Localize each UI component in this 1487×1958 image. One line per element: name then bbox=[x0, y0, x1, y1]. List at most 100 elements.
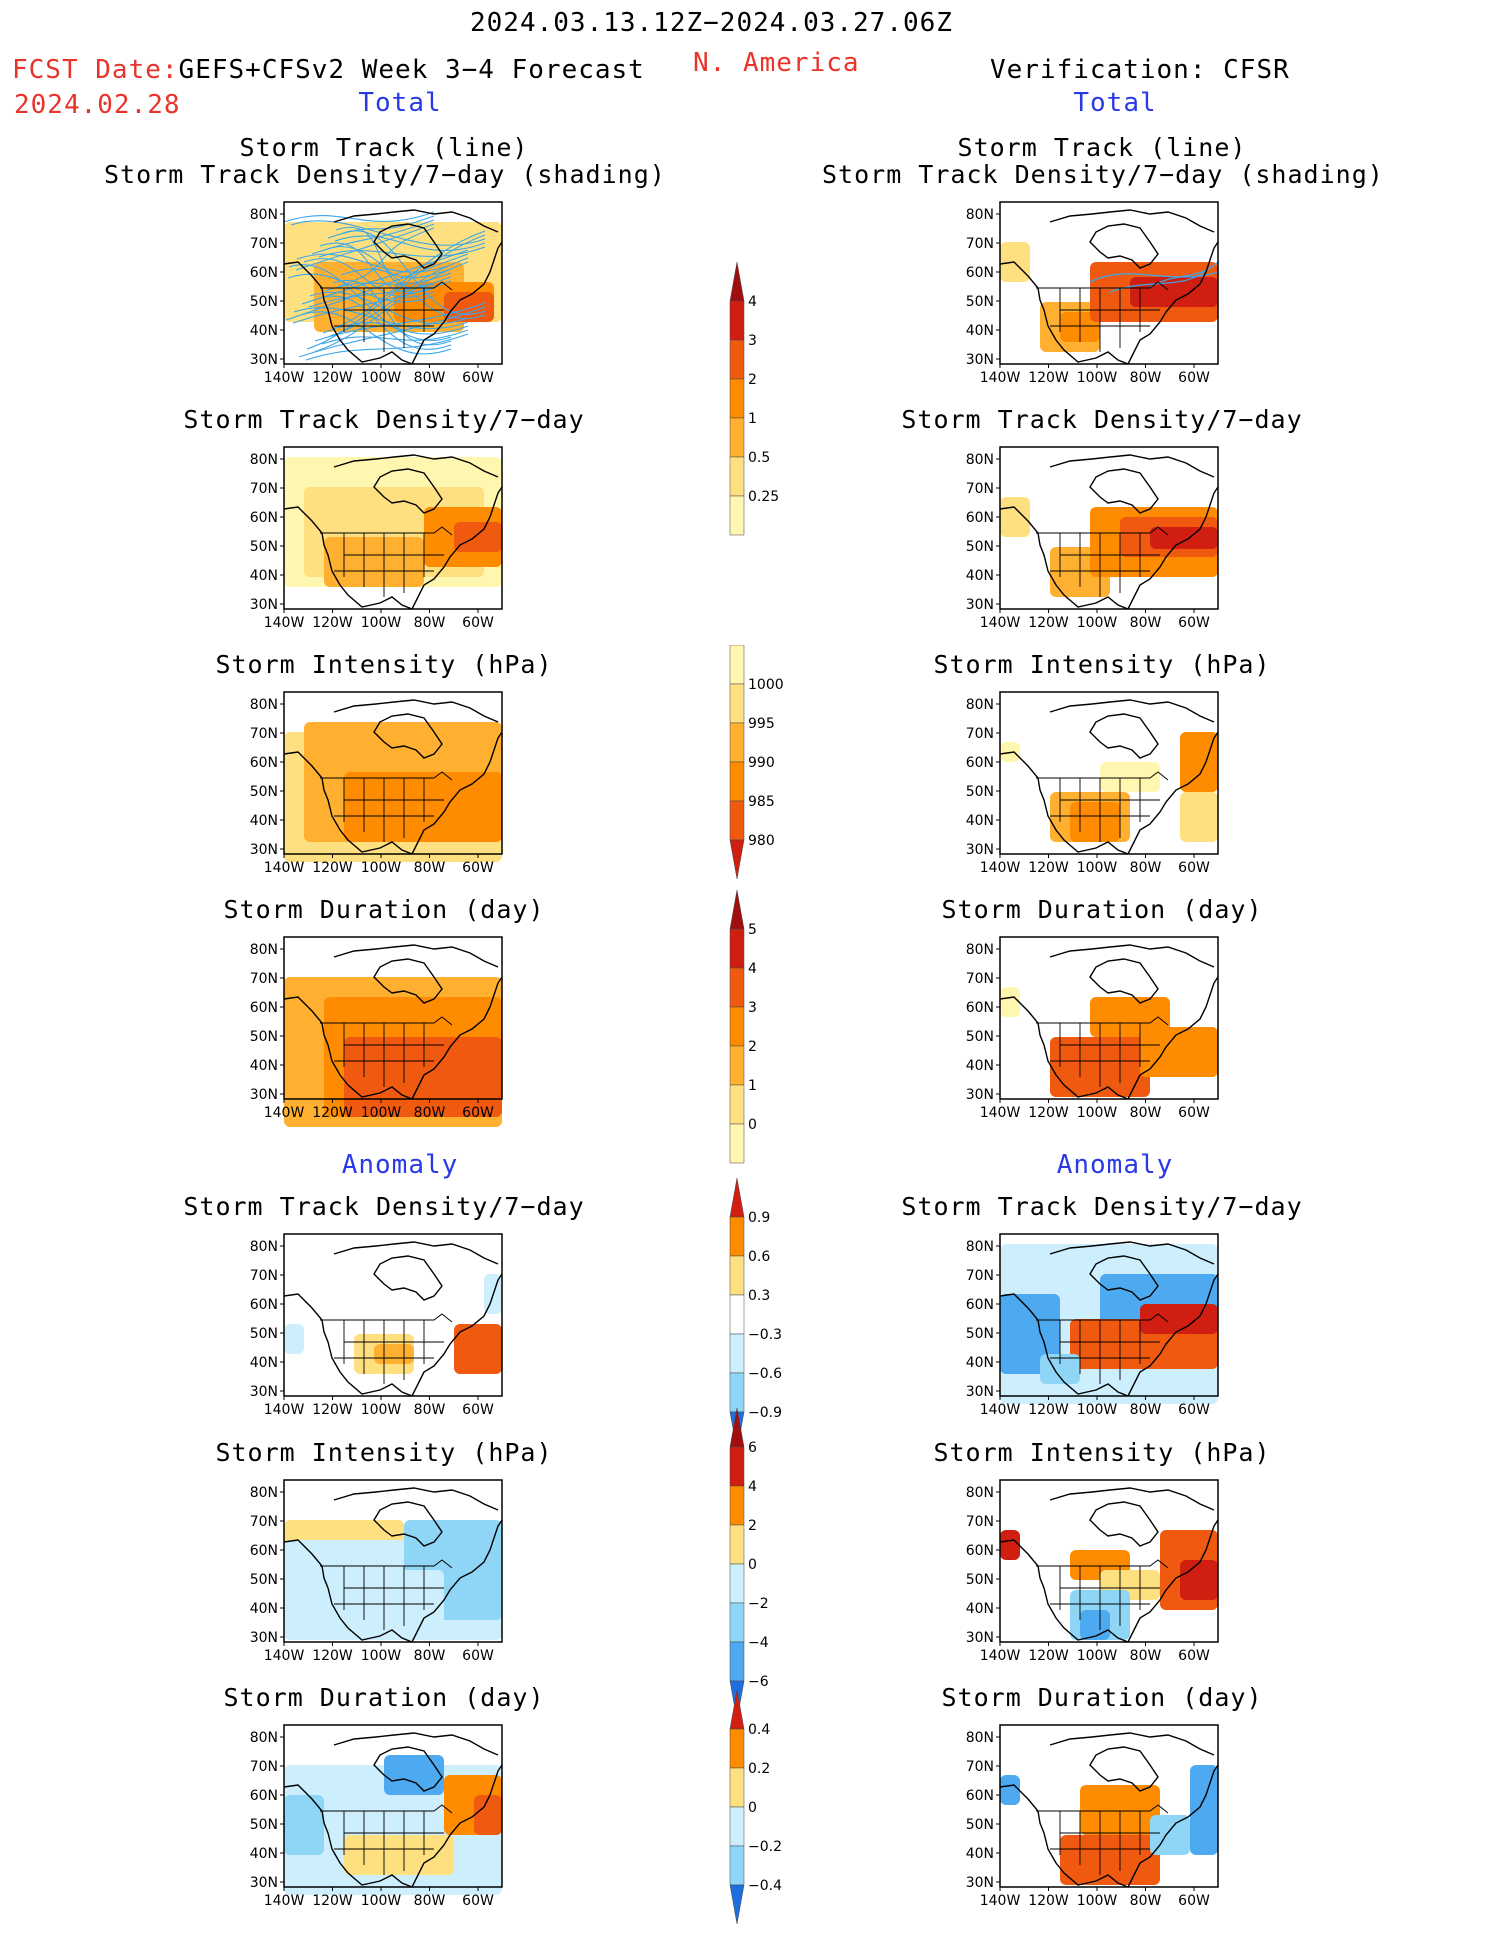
lon-tick-label: 60W bbox=[462, 1893, 494, 1909]
colorbar-label: −0.9 bbox=[748, 1405, 782, 1421]
storm-track bbox=[308, 276, 452, 308]
coastline bbox=[999, 1732, 1219, 1888]
colorbar-segment bbox=[729, 1216, 745, 1257]
shading-cell bbox=[1150, 527, 1218, 549]
storm-track bbox=[316, 295, 452, 350]
shading-cell bbox=[444, 292, 494, 322]
map-frame bbox=[283, 1233, 503, 1397]
lat-tick-label: 60N bbox=[966, 755, 994, 771]
map-frame bbox=[999, 1233, 1219, 1397]
colorbar-label: 4 bbox=[748, 961, 757, 977]
colorbar-segment bbox=[729, 1641, 745, 1682]
colorbar-segment bbox=[729, 1333, 745, 1374]
colorbar-label: 5 bbox=[748, 922, 757, 938]
title-left-duration: Storm Duration (day) bbox=[223, 895, 545, 924]
map-frame bbox=[283, 936, 503, 1100]
colorbar-segment bbox=[729, 1006, 745, 1047]
lat-tick-label: 70N bbox=[250, 726, 278, 742]
coastline bbox=[283, 209, 503, 365]
colorbar-label: 0.3 bbox=[748, 1288, 770, 1304]
shading-cell bbox=[1000, 1294, 1060, 1374]
lon-tick-label: 60W bbox=[462, 860, 494, 876]
lat-tick-label: 50N bbox=[250, 1817, 278, 1833]
colorbar-segment bbox=[729, 1884, 745, 1925]
storm-track bbox=[326, 246, 486, 320]
shading-cell bbox=[384, 1755, 444, 1795]
colorbar-intensity-total: 1000 995 990 985 980 bbox=[722, 644, 802, 913]
colorbar-label: −0.3 bbox=[748, 1327, 782, 1343]
colorbar-segment bbox=[729, 1485, 745, 1526]
storm-track bbox=[1149, 261, 1219, 288]
map-svg: 80N 70N 60N 50N 40N 30N 140W 120W 100W 80W 60W bbox=[250, 691, 503, 876]
lon-tick-label: 80W bbox=[1130, 1893, 1162, 1909]
map-frame bbox=[999, 1479, 1219, 1643]
colorbar-svg: 6 4 2 0 −2 −4 −6 bbox=[729, 1407, 769, 1721]
shading-cell bbox=[1000, 1775, 1020, 1805]
field-shading bbox=[284, 457, 502, 587]
colorbar-label: 3 bbox=[748, 333, 757, 349]
lat-tick-label: 60N bbox=[250, 755, 278, 771]
lat-tick-label: 30N bbox=[250, 842, 278, 858]
lon-tick-label: 140W bbox=[980, 615, 1021, 631]
lon-tick-label: 120W bbox=[1028, 860, 1069, 876]
fcst-date-prefix: FCST Date: bbox=[12, 55, 179, 85]
lon-tick-label: 100W bbox=[1077, 370, 1118, 386]
shading-cell bbox=[1070, 802, 1120, 842]
colorbar-label: −0.2 bbox=[748, 1839, 782, 1855]
lat-tick-label: 80N bbox=[966, 697, 994, 713]
coastline bbox=[999, 209, 1219, 365]
storm-track bbox=[296, 253, 452, 273]
storm-track bbox=[290, 220, 486, 246]
lat-tick-label: 50N bbox=[966, 1326, 994, 1342]
lat-tick-label: 40N bbox=[966, 1601, 994, 1617]
lon-tick-label: 100W bbox=[361, 370, 402, 386]
colorbar-label: −0.6 bbox=[748, 1366, 782, 1382]
map-right-duration-anom: 80N 70N 60N 50N 40N 30N 140W 120W 100W 80W 60W bbox=[956, 1719, 1219, 1919]
colorbar-label: 4 bbox=[748, 294, 757, 310]
lon-tick-label: 60W bbox=[1178, 615, 1210, 631]
lat-tick-label: 30N bbox=[966, 1875, 994, 1891]
shading-cell bbox=[454, 1324, 502, 1374]
title-right-intensity-anom: Storm Intensity (hPa) bbox=[933, 1438, 1271, 1467]
map-left-density: 80N 70N 60N 50N 40N 30N 140W 120W 100W 80W 60W bbox=[240, 441, 503, 641]
lat-tick-label: 50N bbox=[966, 1029, 994, 1045]
lat-tick-label: 80N bbox=[966, 1730, 994, 1746]
storm-track bbox=[283, 211, 435, 223]
map-frame bbox=[283, 1724, 503, 1888]
lon-tick-label: 60W bbox=[462, 1105, 494, 1121]
state-borders bbox=[1036, 526, 1169, 597]
colorbar-label: 1 bbox=[748, 1078, 757, 1094]
colorbar-label: −0.4 bbox=[748, 1878, 782, 1894]
colorbar-segment bbox=[729, 889, 745, 930]
lat-tick-label: 70N bbox=[250, 1514, 278, 1530]
title-right-density: Storm Track Density/7−day bbox=[901, 405, 1303, 434]
coastline bbox=[283, 1241, 503, 1397]
lon-tick-label: 80W bbox=[1130, 1402, 1162, 1418]
lon-tick-label: 80W bbox=[414, 860, 446, 876]
lat-tick-label: 60N bbox=[250, 1000, 278, 1016]
colorbar-label: 0 bbox=[748, 1800, 757, 1816]
lat-tick-label: 70N bbox=[250, 481, 278, 497]
colorbar-label: 0.9 bbox=[748, 1210, 770, 1226]
lon-tick-label: 100W bbox=[1077, 1648, 1118, 1664]
map-svg: 80N 70N 60N 50N 40N 30N 140W 120W 100W 80W 60W bbox=[250, 1479, 503, 1664]
lon-tick-label: 60W bbox=[462, 370, 494, 386]
lat-tick-label: 40N bbox=[966, 323, 994, 339]
map-frame bbox=[283, 201, 503, 365]
lat-tick-label: 70N bbox=[250, 1268, 278, 1284]
lat-tick-label: 30N bbox=[966, 842, 994, 858]
colorbar-label: 0.25 bbox=[748, 489, 779, 505]
colorbar-density-anom: 0.9 0.6 0.3 −0.3 −0.6 −0.9 bbox=[722, 1177, 802, 1485]
lon-tick-label: 100W bbox=[1077, 860, 1118, 876]
colorbar-segment bbox=[729, 722, 745, 763]
colorbar-segment bbox=[729, 1123, 745, 1164]
lon-tick-label: 140W bbox=[980, 1893, 1021, 1909]
title-left-density-anom: Storm Track Density/7−day bbox=[183, 1192, 585, 1221]
lon-tick-label: 140W bbox=[264, 860, 305, 876]
lat-tick-label: 40N bbox=[250, 1355, 278, 1371]
field-shading bbox=[1000, 1244, 1218, 1404]
shading-cell bbox=[1180, 732, 1218, 792]
lat-tick-label: 80N bbox=[250, 207, 278, 223]
lat-tick-label: 70N bbox=[966, 1514, 994, 1530]
storm-track bbox=[295, 223, 435, 271]
